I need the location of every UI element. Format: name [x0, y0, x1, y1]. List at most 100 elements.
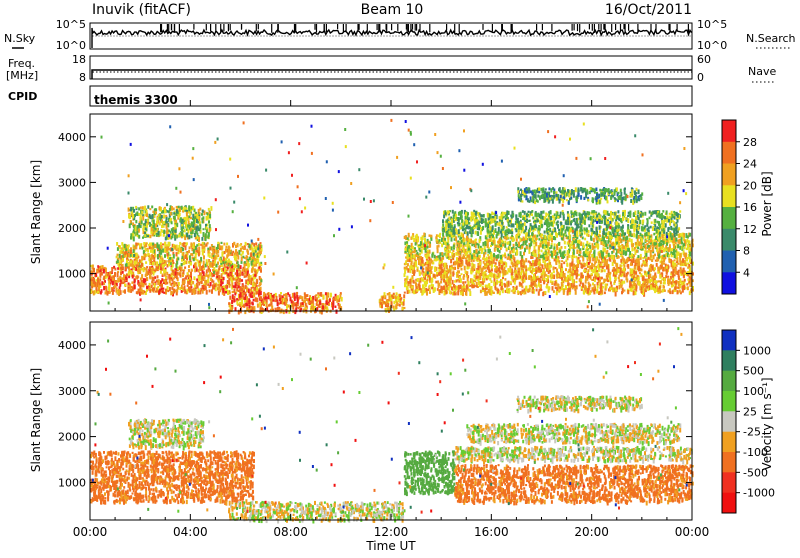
heatmap-cell — [292, 306, 294, 310]
heatmap-cell — [582, 275, 584, 279]
heatmap-cell — [125, 248, 127, 251]
heatmap-cell — [552, 286, 554, 291]
heatmap-cell — [429, 285, 431, 289]
heatmap-cell — [663, 282, 665, 285]
heatmap-cell — [167, 286, 169, 290]
heatmap-cell — [491, 273, 493, 278]
heatmap-cell — [677, 263, 679, 265]
heatmap-cell — [193, 276, 195, 279]
heatmap-cell — [675, 286, 677, 290]
heatmap-cell — [255, 242, 257, 245]
freq-right-tick-top: 60 — [697, 53, 711, 66]
heatmap-cell — [196, 244, 198, 247]
heatmap-cell — [203, 228, 205, 230]
heatmap-cell — [234, 296, 236, 299]
heatmap-cell — [618, 285, 620, 289]
heatmap-cell — [170, 231, 172, 234]
heatmap-cell — [553, 236, 555, 240]
heatmap-cell — [674, 272, 676, 275]
heatmap-cell — [144, 232, 146, 235]
heatmap-cell — [161, 229, 163, 233]
heatmap-cell — [411, 289, 413, 291]
heatmap-cell — [124, 251, 126, 255]
heatmap-cell — [223, 277, 225, 280]
heatmap-cell — [433, 274, 435, 277]
heatmap-cell — [251, 287, 253, 289]
heatmap-cell — [152, 243, 154, 246]
heatmap-cell — [574, 287, 576, 290]
heatmap-cell — [99, 283, 101, 286]
heatmap-cell — [165, 289, 167, 291]
heatmap-cell — [528, 267, 530, 270]
heatmap-cell — [189, 255, 191, 260]
heatmap-cell — [184, 229, 186, 232]
heatmap-cell — [297, 300, 299, 303]
heatmap-cell — [533, 268, 535, 272]
heatmap-cell — [244, 275, 246, 278]
heatmap-cell — [271, 306, 273, 309]
heatmap-cell — [169, 257, 171, 260]
heatmap-cell — [480, 281, 482, 283]
heatmap-cell — [185, 275, 187, 279]
heatmap-cell — [422, 268, 424, 270]
heatmap-cell — [236, 280, 238, 283]
heatmap-cell — [448, 286, 450, 290]
heatmap-cell — [147, 205, 149, 209]
heatmap-cell — [517, 268, 519, 272]
heatmap-cell — [653, 287, 655, 290]
heatmap-cell — [251, 278, 253, 281]
heatmap-cell — [206, 262, 208, 266]
heatmap-cell — [479, 274, 481, 279]
heatmap-cell — [195, 253, 197, 258]
heatmap-cell — [558, 265, 560, 269]
heatmap-cell — [142, 216, 144, 221]
heatmap-cell — [233, 264, 235, 269]
heatmap-cell — [209, 254, 211, 258]
heatmap-cell — [403, 299, 405, 302]
heatmap-cell — [481, 248, 483, 252]
heatmap-cell — [193, 249, 195, 254]
heatmap-cell — [594, 284, 596, 288]
heatmap-cell — [134, 279, 136, 284]
heatmap-cell — [219, 289, 221, 293]
heatmap-cell — [212, 250, 214, 255]
heatmap-cell — [642, 283, 644, 288]
heatmap-cell — [119, 283, 121, 287]
heatmap-cell — [103, 269, 105, 274]
heatmap-cell — [672, 273, 674, 278]
heatmap-cell — [683, 275, 685, 278]
heatmap-cell — [647, 257, 649, 260]
heatmap-cell — [458, 270, 460, 273]
heatmap-cell — [305, 307, 307, 309]
heatmap-cell — [687, 267, 689, 269]
heatmap-cell — [178, 282, 180, 286]
heatmap-cell — [458, 263, 460, 266]
heatmap-cell — [251, 268, 253, 272]
heatmap-cell — [158, 244, 160, 249]
heatmap-cell — [201, 237, 203, 241]
nsky-left-tick-bottom: 10^0 — [56, 39, 86, 52]
heatmap-cell — [166, 272, 168, 276]
heatmap-cell — [168, 248, 170, 251]
heatmap-cell — [193, 258, 195, 261]
heatmap-cell — [146, 266, 148, 268]
heatmap-cell — [465, 257, 467, 259]
heatmap-cell — [193, 220, 195, 224]
heatmap-cell — [133, 225, 135, 228]
heatmap-cell — [300, 302, 302, 306]
heatmap-cell — [235, 249, 237, 254]
heatmap-cell — [167, 260, 169, 262]
heatmap-cell — [499, 291, 501, 295]
heatmap-cell — [600, 289, 602, 293]
heatmap-cell — [202, 244, 204, 249]
heatmap-cell — [682, 291, 684, 293]
heatmap-cell — [432, 262, 434, 265]
heatmap-cell — [196, 259, 198, 261]
heatmap-cell — [326, 296, 328, 300]
heatmap-cell — [586, 241, 588, 244]
heatmap-cell — [479, 261, 481, 265]
heatmap-cell — [115, 280, 117, 283]
heatmap-cell — [629, 238, 631, 242]
heatmap-cell — [225, 285, 227, 288]
